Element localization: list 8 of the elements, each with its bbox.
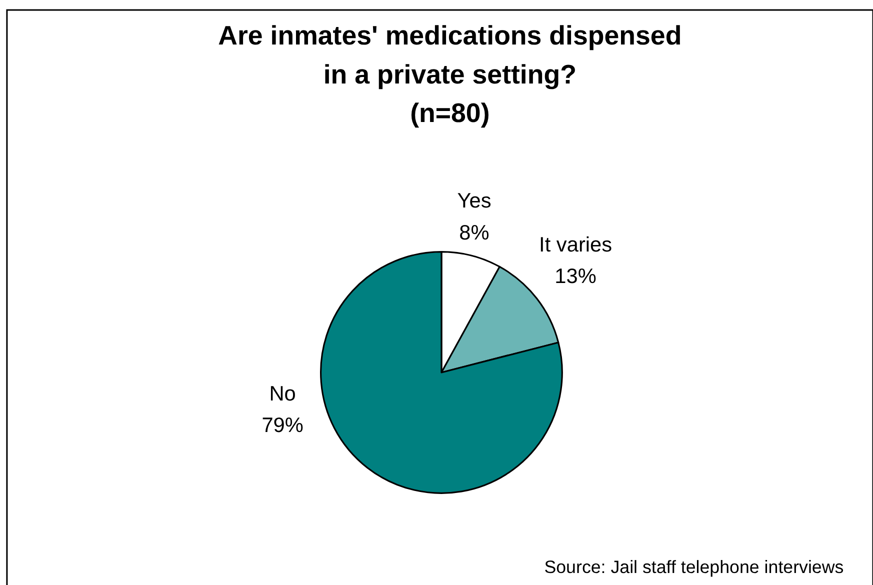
data-label: 8% bbox=[459, 221, 490, 244]
slice-label: It varies bbox=[539, 233, 612, 256]
source-note: Source: Jail staff telephone interviews bbox=[544, 557, 844, 578]
chart-title: Are inmates' medications dispensed in a private setting? (n=80) bbox=[218, 20, 682, 128]
data-label: 13% bbox=[554, 265, 596, 288]
slice-label: Yes bbox=[457, 190, 492, 213]
slice-label: No bbox=[269, 382, 296, 406]
data-label: 79% bbox=[262, 414, 304, 438]
